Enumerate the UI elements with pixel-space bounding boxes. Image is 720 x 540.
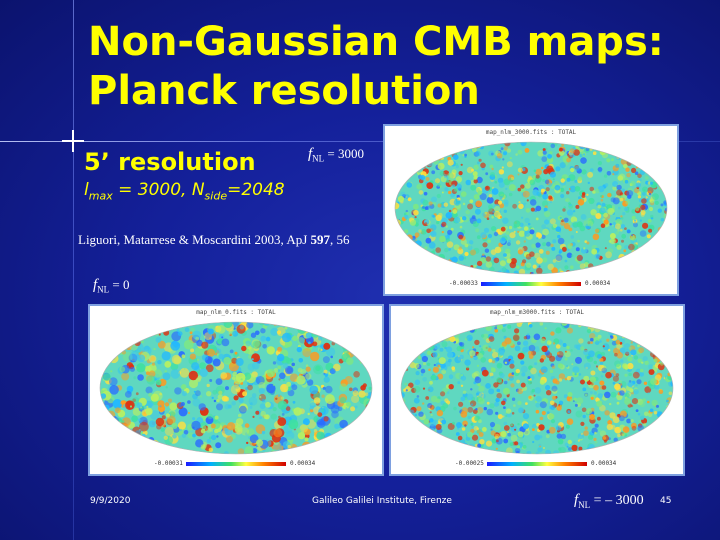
decorative-horizontal-line [0, 141, 720, 142]
nside-subscript: side [204, 189, 228, 203]
citation-text: Liguori, Matarrese & Moscardini 2003, Ap… [78, 232, 311, 247]
map-panel-title: map_nlm_3000.fits : TOTAL [485, 129, 577, 136]
colorbar [487, 462, 587, 466]
cmb-map-panel-fnl-minus-3000: map_nlm_m3000.fits : TOTAL -0.00025 0.00… [389, 304, 685, 476]
slide-number: 45 [660, 496, 672, 506]
colorbar-max-label: 0.00034 [591, 460, 617, 467]
decorative-vertical-line [73, 0, 74, 540]
colorbar [186, 462, 286, 466]
fnl-f: f [308, 146, 313, 162]
fnl-f: f [574, 492, 579, 508]
cmb-map-panel-fnl-3000: map_nlm_3000.fits : TOTAL -0.00033 0.000… [383, 124, 679, 296]
cmb-mollweide-map [99, 321, 373, 455]
title-line-2: Planck resolution [88, 68, 480, 114]
lmax-value: = 3000, N [112, 180, 205, 200]
fnl-sub: NL [97, 284, 110, 295]
fnl-label-0: fNL = 0 [93, 277, 130, 295]
slide-title: Non-Gaussian CMB maps: Planck resolution [88, 18, 708, 116]
fnl-label-minus-3000: fNL = – 3000 [574, 492, 644, 510]
lmax-nside-parameters: lmax = 3000, Nside=2048 [84, 180, 285, 202]
cmb-mollweide-map [394, 141, 668, 275]
fnl-value: = – 3000 [590, 493, 644, 508]
colorbar [481, 282, 581, 286]
lmax-subscript: max [88, 189, 113, 203]
colorbar-max-label: 0.00034 [290, 460, 316, 467]
citation: Liguori, Matarrese & Moscardini 2003, Ap… [78, 232, 350, 248]
fnl-sub: NL [578, 499, 591, 510]
sparkle-icon [62, 130, 84, 152]
colorbar-min-label: -0.00025 [455, 460, 484, 467]
footer-institute: Galileo Galilei Institute, Firenze [312, 496, 452, 506]
fnl-value: = 3000 [324, 146, 365, 161]
colorbar-min-label: -0.00031 [154, 460, 183, 467]
fnl-value: = 0 [109, 277, 130, 292]
cmb-map-panel-fnl-0: map_nlm_0.fits : TOTAL -0.00031 0.00034 [88, 304, 384, 476]
colorbar-max-label: 0.00034 [585, 280, 611, 287]
nside-value: =2048 [227, 180, 285, 200]
fnl-label-3000: fNL = 3000 [308, 146, 364, 164]
fnl-f: f [93, 277, 98, 293]
map-panel-title: map_nlm_m3000.fits : TOTAL [490, 309, 584, 316]
citation-volume: 597 [310, 232, 331, 247]
cmb-mollweide-map [400, 321, 674, 455]
citation-pages: , 56 [330, 232, 350, 247]
map-panel-title: map_nlm_0.fits : TOTAL [196, 309, 276, 316]
title-line-1: Non-Gaussian CMB maps: [88, 19, 664, 65]
resolution-subtitle: 5’ resolution [84, 148, 256, 176]
colorbar-min-label: -0.00033 [449, 280, 478, 287]
fnl-sub: NL [312, 153, 325, 164]
lmax-l: l [84, 180, 89, 200]
footer-date: 9/9/2020 [90, 496, 131, 506]
